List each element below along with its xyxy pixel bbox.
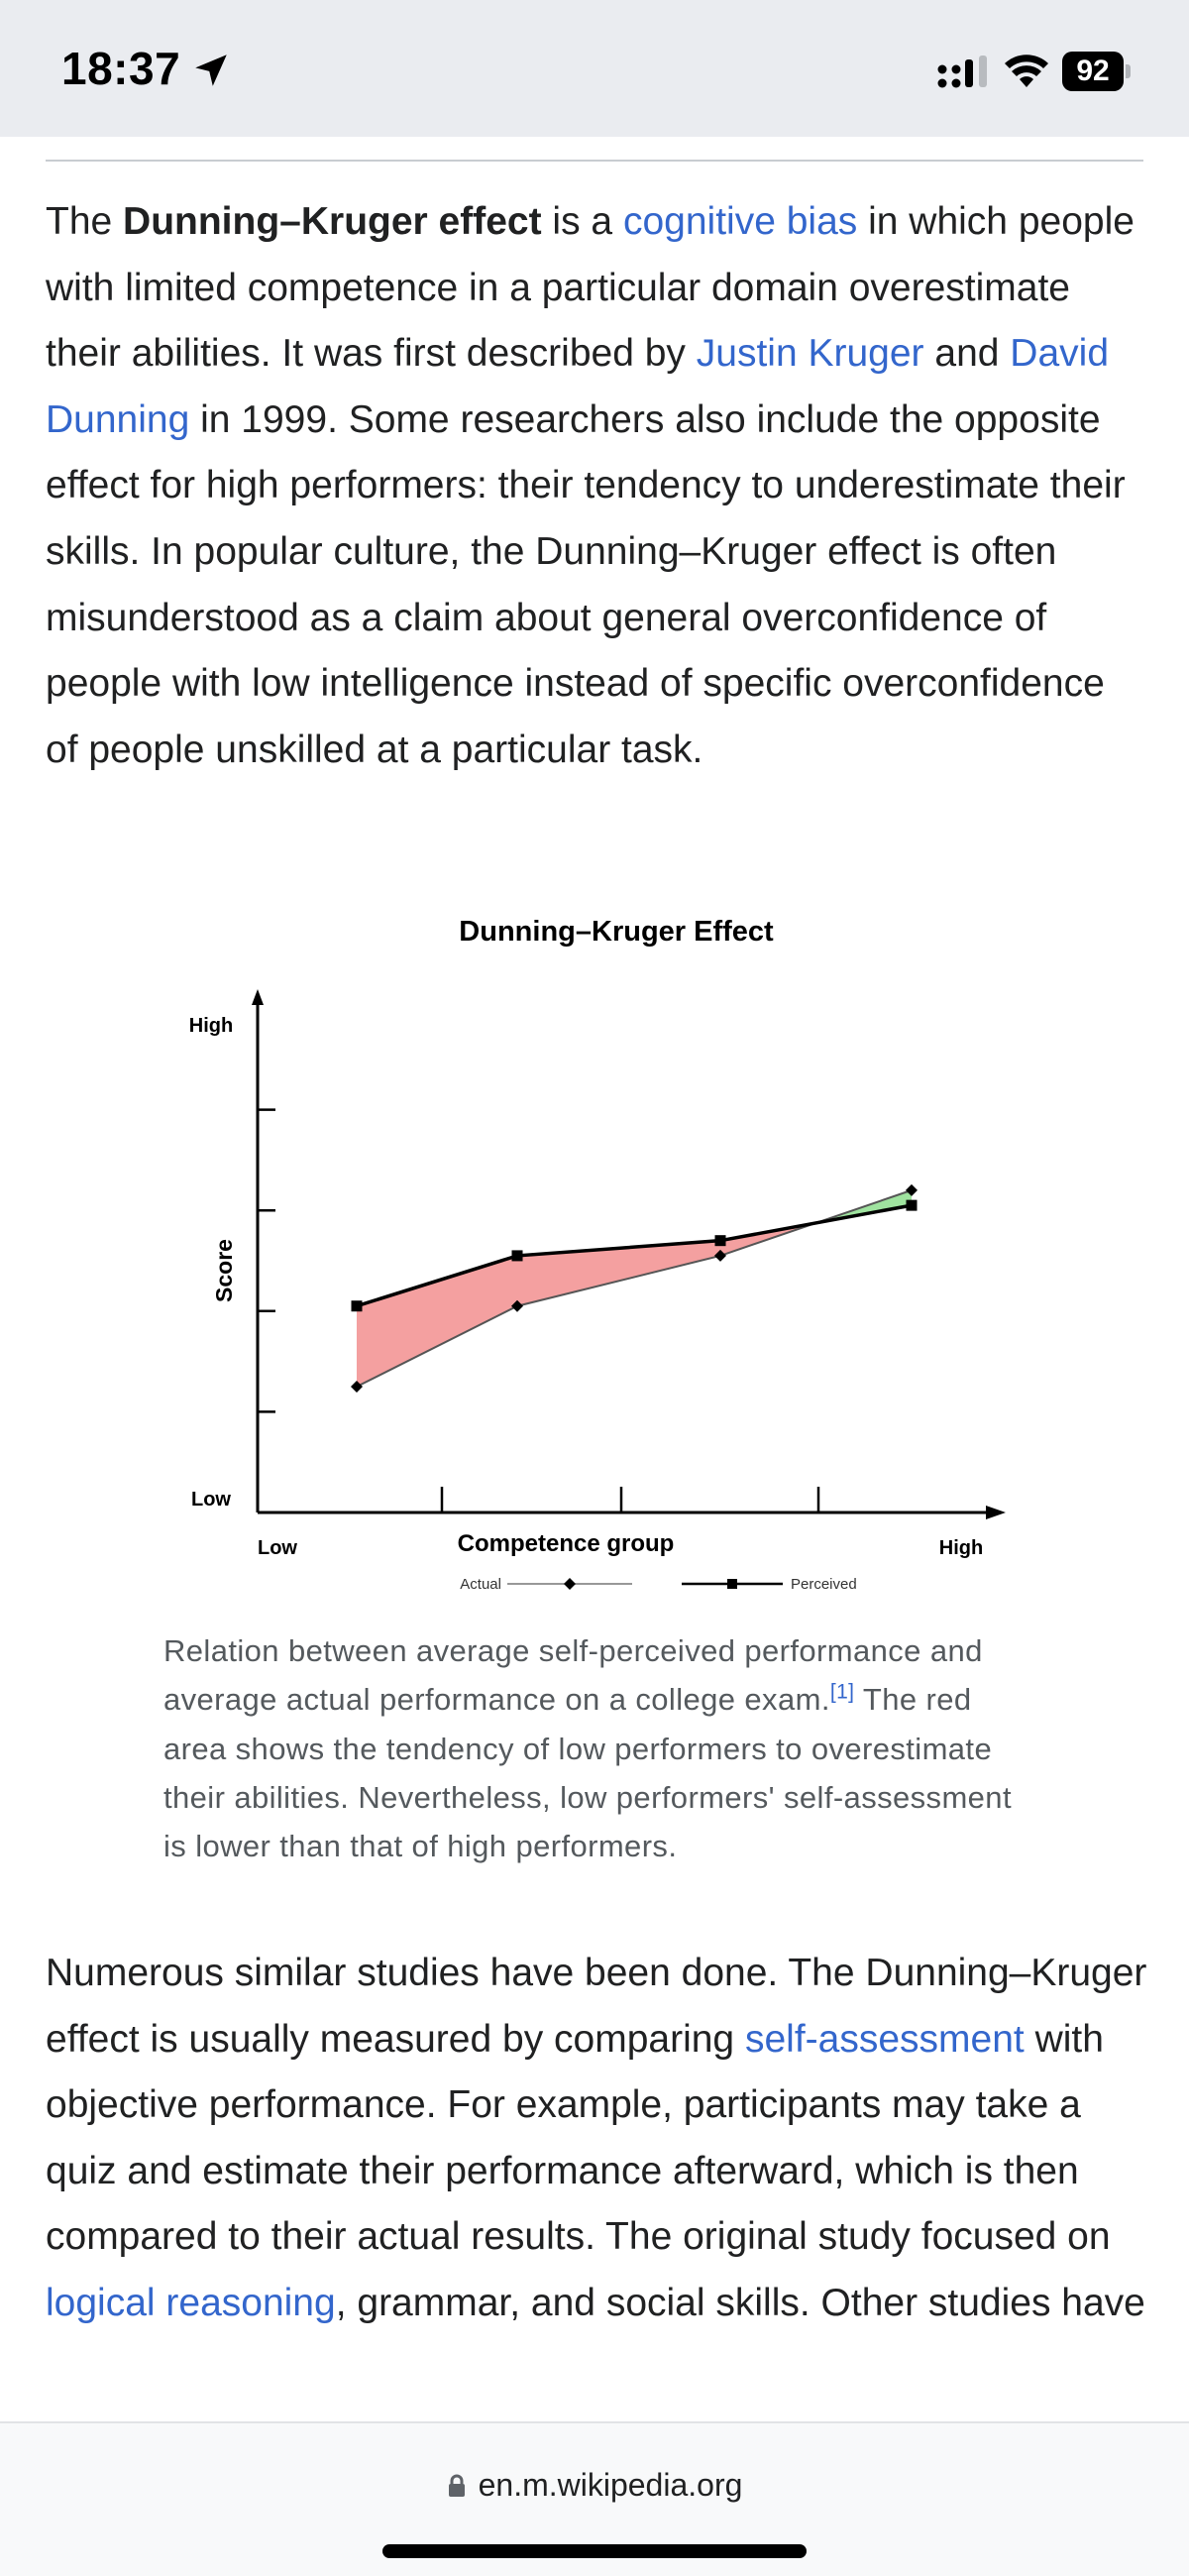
perceived-point <box>511 1250 523 1262</box>
text-run: and <box>923 332 1011 376</box>
home-indicator[interactable] <box>382 2544 807 2558</box>
figure-caption: Relation between average self-perceived … <box>163 1626 1035 1870</box>
article-link[interactable]: cognitive bias <box>622 200 858 243</box>
battery-level: 92 <box>1062 52 1124 91</box>
actual-point <box>351 1381 363 1393</box>
battery-cap <box>1126 64 1131 78</box>
perceived-point <box>714 1235 726 1247</box>
status-bar: 18:37 92 <box>0 0 1189 137</box>
y-axis-label: Score <box>211 1239 237 1302</box>
text-run: in which people with limited competence … <box>46 200 1135 376</box>
perceived-point <box>906 1199 918 1211</box>
x-tick-label-low: Low <box>258 1537 297 1559</box>
text-run: in 1999. Some researchers also include t… <box>46 397 1126 771</box>
y-tick-label-low: Low <box>191 1489 231 1511</box>
dunning-kruger-chart: Dunning–Kruger Effect High Low Low High Compe… <box>189 916 1006 1593</box>
caption-text: Relation between average self-perceived … <box>163 1633 983 1718</box>
actual-point <box>714 1249 726 1262</box>
url-text: en.m.wikipedia.org <box>478 2467 743 2503</box>
text-run: The <box>46 200 124 243</box>
legend-marker-perceived <box>727 1579 737 1589</box>
browser-address-bar[interactable]: en.m.wikipedia.org <box>0 2421 1189 2576</box>
text-run: is a <box>541 200 623 243</box>
x-axis-arrow <box>986 1506 1006 1519</box>
wifi-icon <box>1005 55 1048 87</box>
text-run: with objective performance. For example,… <box>46 2017 1111 2259</box>
actual-point <box>511 1299 523 1312</box>
legend-label-actual: Actual <box>460 1576 501 1593</box>
url-display[interactable]: en.m.wikipedia.org <box>0 2467 1189 2504</box>
legend-label-perceived: Perceived <box>791 1576 857 1593</box>
overestimate-area <box>357 1222 816 1387</box>
citation-link[interactable]: [1] <box>829 1680 855 1704</box>
text-run: , grammar, and social skills. Other stud… <box>335 2281 1145 2324</box>
article-link[interactable]: David Dunning <box>46 332 1110 441</box>
perceived-series-line <box>356 1203 913 1308</box>
article-link[interactable]: Justin Kruger <box>696 332 924 376</box>
legend-marker-actual <box>564 1578 576 1590</box>
lock-icon <box>448 2474 465 2497</box>
article-link[interactable]: self-assessment <box>744 2017 1025 2061</box>
location-arrow-icon <box>195 55 227 86</box>
caption-text-rest: The red area shows the tendency of low p… <box>163 1682 1012 1864</box>
x-axis-label: Competence group <box>458 1530 675 1557</box>
signal-icon <box>937 56 987 88</box>
y-axis-arrow <box>252 989 264 1005</box>
article-paragraph-studies: Numerous similar studies have been done.… <box>46 1941 1147 2337</box>
section-divider <box>46 160 1143 162</box>
bold-term: Dunning–Kruger effect <box>123 200 542 243</box>
x-tick-label-high: High <box>939 1537 983 1559</box>
article-paragraph-intro: The Dunning–Kruger effect is a cognitive… <box>46 189 1147 783</box>
perceived-point <box>351 1300 363 1312</box>
battery-icon: 92 <box>1062 52 1131 91</box>
actual-point <box>906 1183 918 1196</box>
article-link[interactable]: logical reasoning <box>46 2281 336 2324</box>
y-tick-label-high: High <box>189 1015 233 1037</box>
chart-title: Dunning–Kruger Effect <box>459 916 774 948</box>
text-run: Numerous similar studies have been done.… <box>46 1952 1147 2061</box>
status-time: 18:37 <box>61 43 181 94</box>
